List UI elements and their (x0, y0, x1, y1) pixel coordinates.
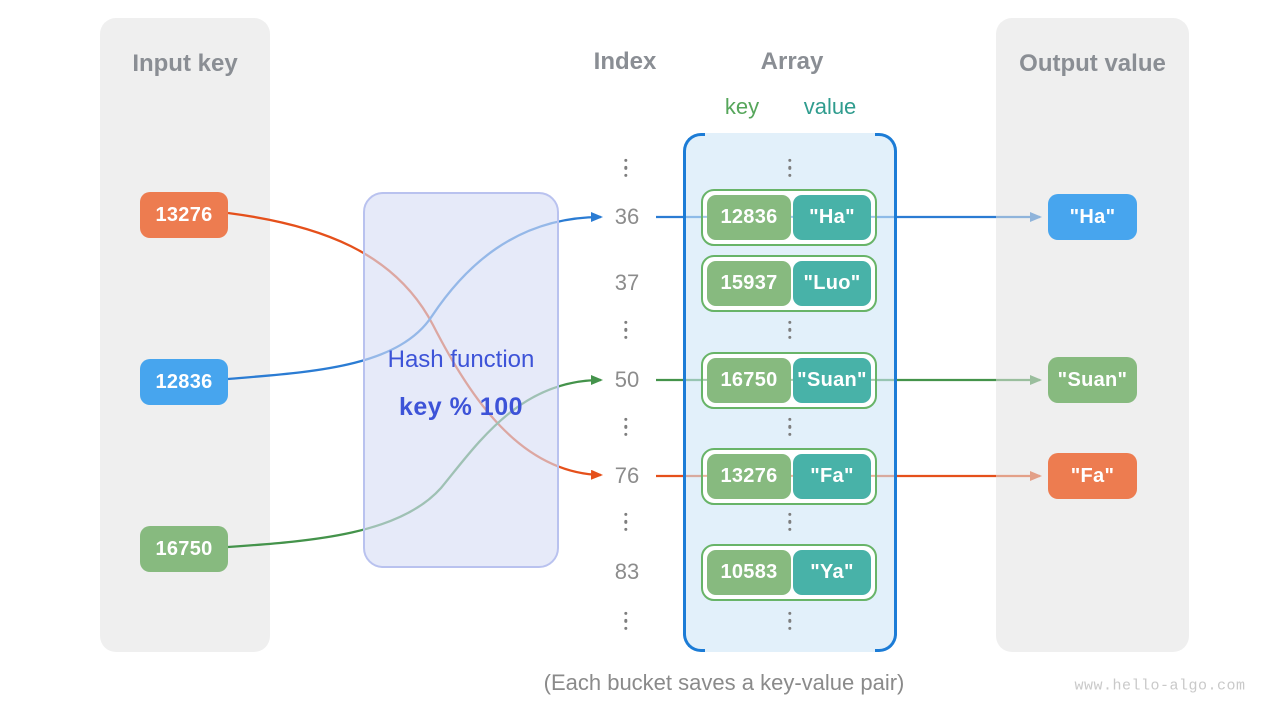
bucket-row-37: 15937 "Luo" (701, 254, 877, 312)
array-right-bracket (875, 133, 897, 652)
input-key-16750: 16750 (140, 526, 228, 572)
bucket-row-76: 13276 "Fa" (701, 447, 877, 505)
ellipsis-icon (788, 611, 792, 631)
bucket-key-cell: 13276 (707, 453, 791, 499)
bucket-value-cell: "Suan" (793, 357, 871, 403)
input-panel-title: Input key (132, 50, 238, 77)
ellipsis-icon (788, 320, 792, 340)
bucket-key-cell: 16750 (707, 357, 791, 403)
bucket-key-cell: 15937 (707, 260, 791, 306)
output-panel-title: Output value (1019, 50, 1166, 77)
key-column-label: key (724, 94, 760, 119)
array-left-bracket (683, 133, 705, 652)
bucket-key-cell: 10583 (707, 549, 791, 595)
value-column-label: value (803, 94, 857, 119)
bucket-value-cell: "Luo" (793, 260, 871, 306)
ellipsis-icon (788, 417, 792, 437)
hash-function-label: Hash function (387, 346, 535, 373)
bucket-row-83: 10583 "Ya" (701, 543, 877, 601)
ellipsis-icon (624, 320, 628, 340)
bucket-key-cell: 12836 (707, 194, 791, 240)
bucket-value-cell: "Ha" (793, 194, 871, 240)
bucket-value-cell: "Fa" (793, 453, 871, 499)
index-37: 37 (614, 270, 640, 295)
bucket-value-cell: "Ya" (793, 549, 871, 595)
index-header: Index (593, 48, 657, 75)
index-36: 36 (614, 204, 640, 229)
bucket-row-36: 12836 "Ha" (701, 188, 877, 246)
ellipsis-icon (624, 611, 628, 631)
index-83: 83 (614, 559, 640, 584)
ellipsis-icon (788, 158, 792, 178)
ellipsis-icon (624, 417, 628, 437)
watermark: www.hello-algo.com (1074, 677, 1246, 695)
output-value-ha: "Ha" (1048, 194, 1137, 240)
diagram-caption: (Each bucket saves a key-value pair) (543, 670, 905, 695)
hash-function-box: Hash function key % 100 (363, 192, 559, 568)
ellipsis-icon (788, 512, 792, 532)
input-key-12836: 12836 (140, 359, 228, 405)
ellipsis-icon (624, 158, 628, 178)
output-value-suan: "Suan" (1048, 357, 1137, 403)
output-value-panel: Output value (996, 18, 1189, 652)
input-key-13276: 13276 (140, 192, 228, 238)
output-value-fa: "Fa" (1048, 453, 1137, 499)
hash-formula: key % 100 (398, 393, 524, 421)
bucket-row-50: 16750 "Suan" (701, 351, 877, 409)
ellipsis-icon (624, 512, 628, 532)
array-header: Array (760, 48, 824, 75)
index-50: 50 (614, 367, 640, 392)
index-76: 76 (614, 463, 640, 488)
